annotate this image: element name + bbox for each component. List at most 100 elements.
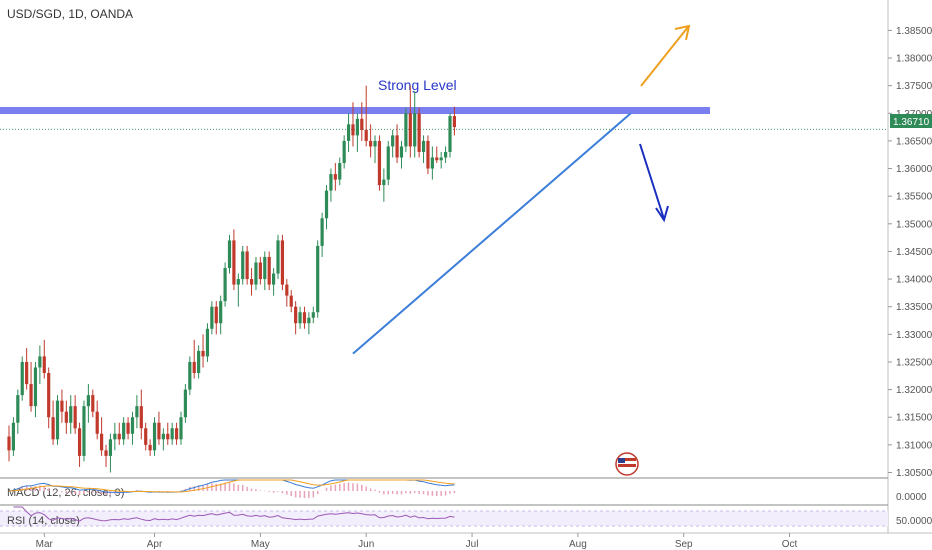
candle-body: [205, 328, 210, 357]
candle-body: [38, 356, 42, 368]
candle-body: [391, 135, 395, 147]
candle-body: [104, 450, 108, 456]
candle-body: [241, 251, 245, 280]
candle-body: [448, 116, 452, 152]
candle-body: [302, 312, 307, 324]
candle-body: [258, 262, 262, 280]
candle-body: [7, 436, 11, 451]
candle-body: [108, 439, 113, 456]
candle-body: [223, 268, 227, 302]
candle-body: [404, 113, 408, 147]
price-tick-label: 1.33500: [896, 302, 932, 313]
ascending-trendline[interactable]: [352, 112, 632, 355]
candle-body: [51, 417, 55, 440]
candle-body: [73, 406, 77, 429]
candle-body: [413, 113, 417, 147]
event-flag-icon[interactable]: [615, 452, 639, 476]
candle-body: [33, 367, 38, 407]
candle-body: [117, 433, 121, 440]
time-tick-label: Oct: [782, 539, 798, 550]
candle-body: [42, 356, 46, 374]
arrow-up-icon[interactable]: [640, 24, 691, 87]
macd-series: [8, 479, 456, 499]
candle-body: [421, 140, 426, 152]
strong-level-band[interactable]: [0, 107, 710, 115]
chart-title: USD/SGD, 1D, OANDA: [7, 7, 133, 21]
price-tick-label: 1.30500: [896, 468, 932, 479]
candle-body: [130, 417, 135, 434]
candle-body: [197, 350, 201, 374]
candle-body: [227, 240, 232, 269]
candle-body: [219, 301, 223, 324]
time-tick-label: May: [251, 539, 270, 550]
candle-body: [135, 406, 139, 418]
price-tick-label: 1.32000: [896, 385, 932, 396]
candle-body: [192, 361, 196, 374]
candle-body: [272, 273, 276, 285]
candle-body: [47, 373, 51, 418]
candle-body: [157, 422, 161, 440]
candle-body: [320, 218, 324, 246]
candle-body: [395, 135, 399, 158]
price-tick-label: 1.31000: [896, 440, 932, 451]
candle-body: [161, 433, 165, 440]
candle-body: [60, 400, 64, 412]
time-tick-label: Aug: [569, 539, 587, 550]
candle-body: [430, 157, 434, 169]
candle-body: [91, 395, 95, 412]
candle-body: [86, 395, 90, 407]
time-tick-label: Jul: [466, 539, 479, 550]
candle-body: [11, 422, 16, 451]
time-tick-label: Jun: [358, 539, 374, 550]
candle-body: [435, 157, 439, 161]
candle-body: [280, 240, 285, 285]
candle-body: [324, 190, 329, 219]
rsi-tick-label: 50.0000: [896, 516, 932, 527]
candle-body: [285, 284, 289, 296]
candle-body: [214, 306, 218, 324]
price-tick-label: 1.35500: [896, 192, 932, 203]
candle-body: [179, 417, 183, 440]
candle-body: [267, 256, 271, 285]
time-axis-ticks: Mar Apr May Jun Jul Aug Sep Oct: [36, 533, 798, 550]
candle-body: [298, 312, 302, 324]
candle-body: [369, 140, 373, 147]
candle-body: [355, 118, 359, 136]
candle-body: [20, 361, 24, 396]
candle-body: [69, 406, 73, 423]
macd-signal-line: [8, 479, 455, 493]
candle-body: [382, 179, 386, 186]
candle-body: [364, 129, 368, 141]
candle-body: [439, 157, 443, 161]
price-tick-label: 1.35000: [896, 219, 932, 230]
price-tick-label: 1.36000: [896, 164, 932, 175]
candle-body: [316, 245, 320, 313]
candle-body: [64, 411, 68, 423]
candle-body: [82, 406, 86, 456]
price-tick-label: 1.38500: [896, 26, 932, 37]
price-tick-label: 1.34000: [896, 275, 932, 286]
candle-body: [174, 428, 179, 440]
candle-body: [77, 428, 82, 456]
candle-body: [289, 295, 293, 307]
candle-body: [329, 174, 333, 191]
candle-body: [210, 306, 214, 329]
candle-body: [342, 140, 346, 164]
candle-body: [360, 118, 364, 130]
candle-body: [452, 116, 457, 128]
candle-body: [16, 395, 20, 423]
time-tick-label: Apr: [147, 539, 163, 550]
candle-body: [399, 146, 404, 158]
arrow-down-icon[interactable]: [639, 143, 669, 223]
candle-body: [373, 140, 377, 147]
candle-body: [126, 422, 130, 434]
price-tick-label: 1.34500: [896, 247, 932, 258]
candle-body: [201, 350, 205, 357]
candle-body: [333, 174, 337, 180]
candle-body: [338, 163, 342, 180]
candle-body: [346, 124, 351, 141]
candle-body: [377, 140, 382, 186]
last-price-label: 1.36710: [893, 117, 930, 128]
rsi-line: [13, 506, 455, 522]
candle-body: [249, 279, 254, 285]
